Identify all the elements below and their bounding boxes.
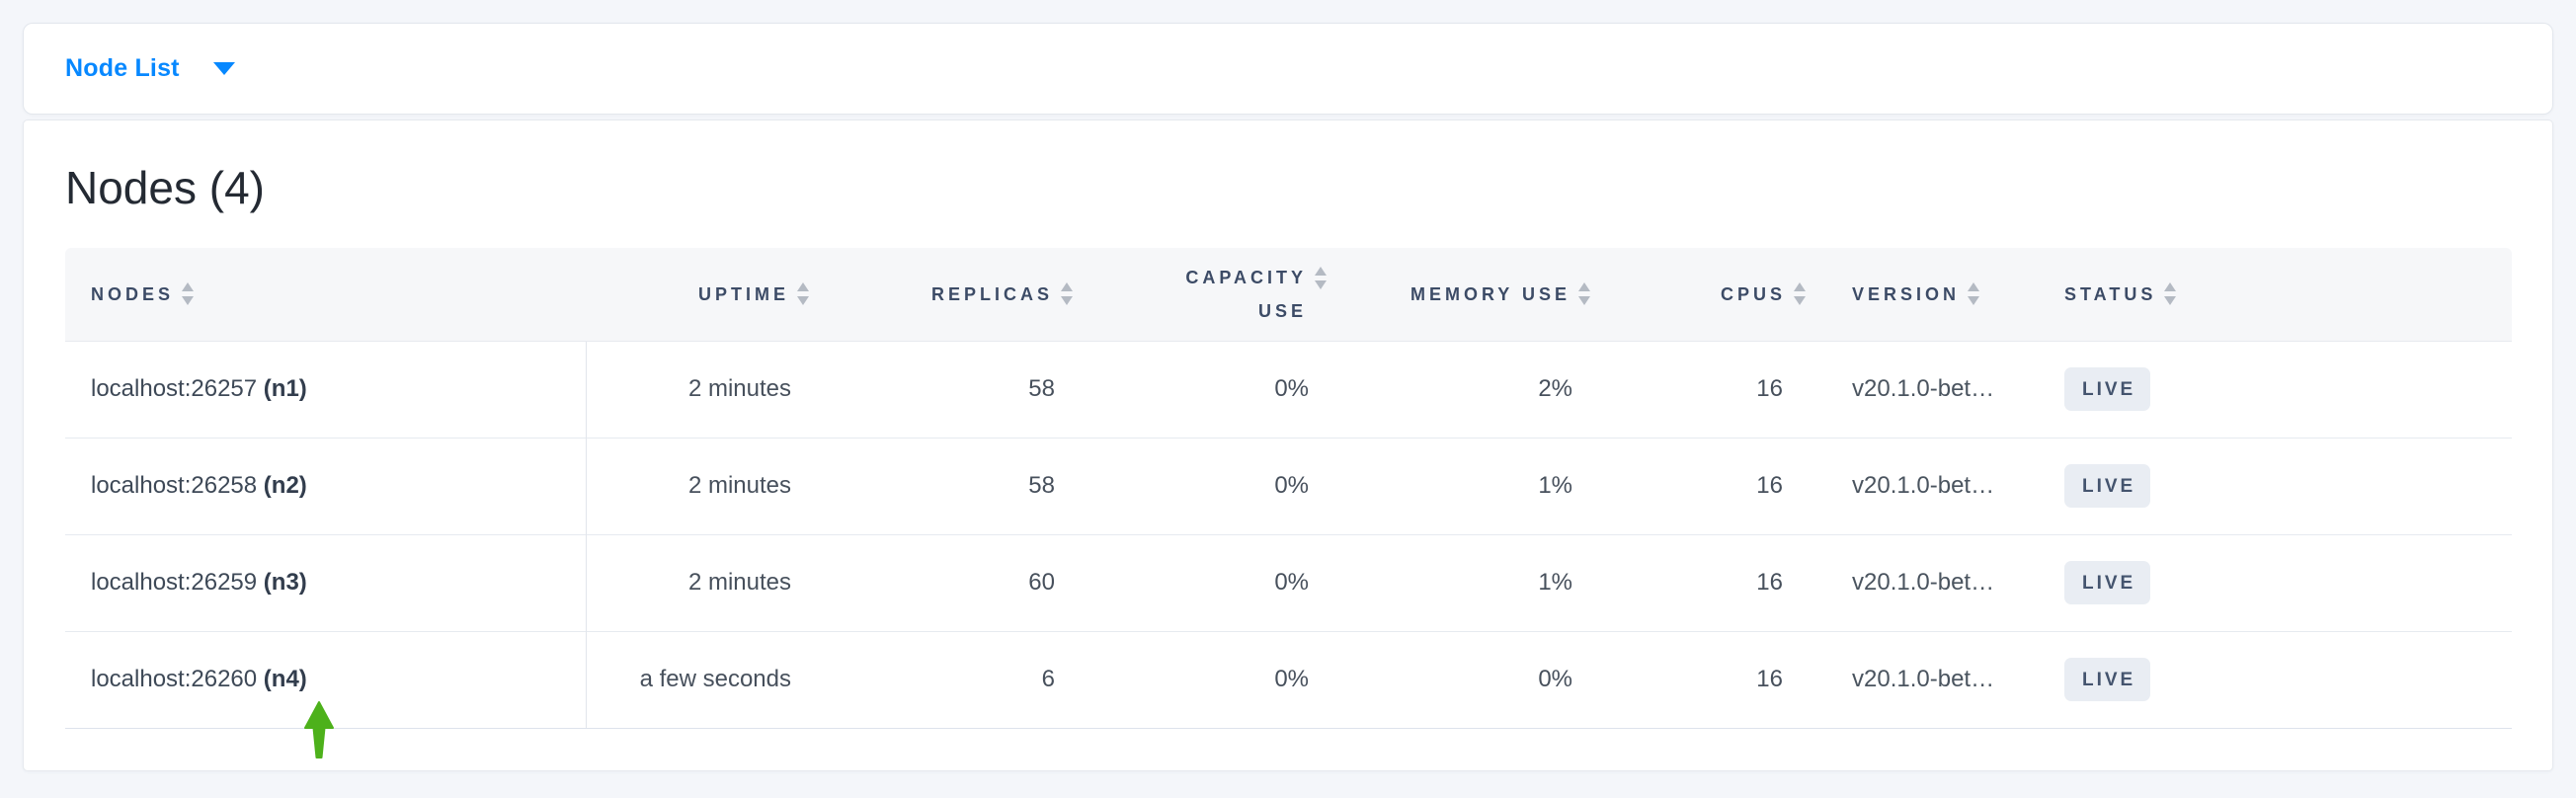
page-title: Nodes (4) [65,162,265,213]
sort-up-icon [182,282,195,292]
node-address: localhost:26257 [91,375,264,402]
column-header-version[interactable]: VERSION [1815,248,2051,342]
view-toolbar: Node List [23,23,2553,115]
node-list-dropdown-label: Node List [65,54,180,82]
cell-replicas: 60 [819,533,1083,631]
node-id: (n1) [263,375,307,402]
column-header-label: STATUS [2064,283,2157,304]
sort-down-icon [797,296,809,306]
sort-up-icon [1061,282,1073,292]
cell-memory_use: 1% [1336,437,1600,534]
cell-capacity_use: 0% [1083,437,1336,534]
cell-status: LIVE [2051,630,2512,729]
cell-status: LIVE [2051,341,2512,438]
cell-cpus: 16 [1600,533,1815,631]
sort-up-icon [2164,282,2177,292]
cell-version: v20.1.0-bet… [1815,533,2051,631]
cell-nodes: localhost:26258 (n2) [65,437,587,534]
sort-arrows-icon [797,282,809,306]
cell-nodes: localhost:26260 (n4) [65,630,587,729]
column-header-nodes[interactable]: NODES [65,248,586,342]
cell-replicas: 58 [819,437,1083,534]
sort-down-icon [1968,296,1980,306]
sort-up-icon [1968,282,1980,292]
cell-status: LIVE [2051,533,2512,631]
nodes-panel: Nodes (4) NODES UPTIME REPLICAS CAPACITY US… [23,120,2553,771]
sort-down-icon [1061,296,1073,306]
cell-nodes: localhost:26259 (n3) [65,533,587,631]
status-badge: LIVE [2064,561,2151,604]
cell-version: v20.1.0-bet… [1852,375,1995,402]
table-header-row: NODES UPTIME REPLICAS CAPACITY USE MEMORY US… [65,248,2512,342]
sort-arrows-icon [1315,266,1327,289]
cell-version: v20.1.0-bet… [1815,630,2051,729]
node-address: localhost:26260 [91,666,264,692]
cell-version: v20.1.0-bet… [1815,437,2051,534]
table-row: localhost:26258 (n2) 2 minutes 58 0% 1% 16 v20… [65,437,2512,534]
nodes-table: NODES UPTIME REPLICAS CAPACITY USE MEMORY US… [65,248,2512,729]
status-badge: LIVE [2064,367,2151,411]
cell-uptime: 2 minutes [586,533,819,631]
column-header-uptime[interactable]: UPTIME [586,248,819,342]
column-header-label: MEMORY USE [1409,283,1570,304]
cell-nodes: localhost:26257 (n1) [65,341,587,438]
column-header-label: CPUS [1720,283,1786,304]
sort-down-icon [1578,296,1590,306]
column-header-label: NODES [91,283,175,304]
sort-down-icon [1315,279,1327,289]
sort-up-icon [1794,282,1806,292]
sort-up-icon [797,282,809,292]
table-row: localhost:26259 (n3) 2 minutes 60 0% 1% 16 v20… [65,533,2512,631]
sort-down-icon [1794,296,1806,306]
sort-arrows-icon [1061,282,1073,306]
node-id: (n2) [263,472,307,499]
cell-uptime: a few seconds [586,630,819,729]
column-header-cpus[interactable]: CPUS [1600,248,1815,342]
column-header-label: REPLICAS [930,283,1053,304]
sort-down-icon [2164,296,2177,306]
cell-memory_use: 0% [1336,630,1600,729]
sort-arrows-icon [2164,282,2177,306]
cell-uptime: 2 minutes [586,437,819,534]
cell-capacity_use: 0% [1083,630,1336,729]
cell-cpus: 16 [1600,630,1815,729]
table-row: localhost:26257 (n1) 2 minutes 58 0% 2% 16 v20… [65,341,2512,438]
column-header-replicas[interactable]: REPLICAS [819,248,1083,342]
cell-replicas: 58 [1028,375,1055,402]
cell-cpus: 16 [1600,437,1815,534]
cell-capacity_use: 0% [1274,375,1309,402]
column-header-memory_use[interactable]: MEMORY USE [1336,248,1600,342]
cell-memory_use: 1% [1336,533,1600,631]
node-address: localhost:26258 [91,472,264,499]
cell-status: LIVE [2051,437,2512,534]
node-id: (n4) [263,666,307,692]
node-list-dropdown[interactable]: Node List [65,54,235,83]
sort-arrows-icon [1578,282,1590,306]
sort-down-icon [182,296,195,306]
column-header-label: CAPACITY USE [1185,267,1307,321]
cell-memory_use: 2% [1538,375,1572,402]
column-header-status[interactable]: STATUS [2051,248,2512,342]
sort-arrows-icon [1794,282,1806,306]
status-badge: LIVE [2064,464,2151,508]
column-header-label: VERSION [1852,283,1961,304]
cell-replicas: 6 [819,630,1083,729]
chevron-down-icon [212,62,235,75]
cell-capacity_use: 0% [1083,533,1336,631]
cell-uptime: 2 minutes [687,375,791,402]
column-header-capacity_use[interactable]: CAPACITY USE [1083,248,1336,342]
sort-up-icon [1578,282,1590,292]
table-row: localhost:26260 (n4) a few seconds 6 0% 0% 16… [65,630,2512,729]
sort-arrows-icon [1968,282,1980,306]
sort-arrows-icon [182,282,195,306]
node-address: localhost:26259 [91,569,264,596]
column-header-label: UPTIME [697,283,789,304]
node-id: (n3) [263,569,307,596]
cell-cpus: 16 [1756,375,1783,402]
sort-up-icon [1315,266,1327,276]
status-badge: LIVE [2064,658,2151,701]
